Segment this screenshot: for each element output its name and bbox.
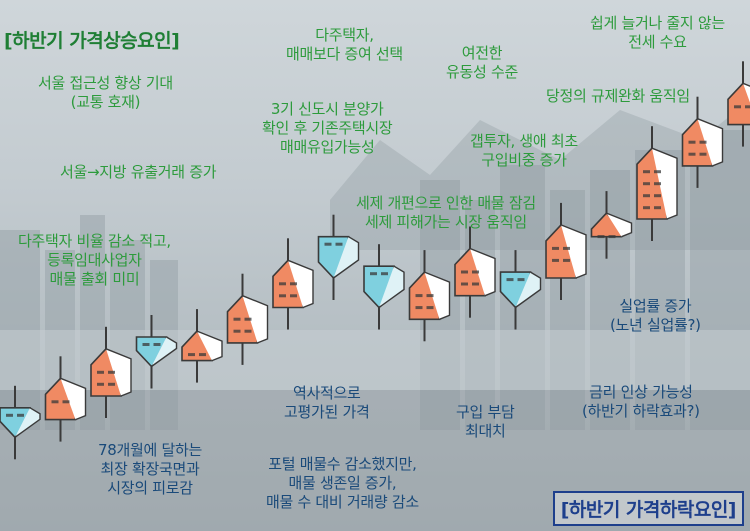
house-up-icon: [590, 191, 633, 259]
rise-factor-tax-lock: 세제 개편으로 인한 매물 잠김 세제 피해가는 시장 움직임: [356, 194, 536, 231]
house-down-icon: [0, 385, 41, 460]
rise-factor-new-town: 3기 신도시 분양가 확인 후 기존주택시장 매매유입가능성: [262, 100, 393, 156]
fall-factor-overvalued: 역사적으로 고평가된 가격: [284, 384, 370, 421]
rise-factor-multi-owner: 다주택자 비율 감소 적고, 등록임대사업자 매물 출회 미미: [18, 232, 171, 288]
house-up-icon: [408, 250, 451, 342]
house-up-icon: [681, 96, 724, 188]
house-down-icon: [317, 214, 360, 300]
house-down-icon: [499, 250, 542, 330]
rise-factor-jeonse: 쉽게 늘거나 줄지 않는 전세 수요: [590, 14, 725, 51]
rise-factor-deregulation: 당정의 규제완화 움직임: [546, 87, 690, 105]
house-down-icon: [363, 244, 405, 330]
rise-factor-transport: 서울 접근성 향상 기대 (교통 호재): [38, 74, 173, 111]
house-up-icon: [44, 356, 87, 442]
house-up-icon: [226, 273, 269, 365]
fall-factors-title: [하반기 가격하락요인]: [552, 491, 744, 526]
rise-factor-liquidity: 여전한 유동성 수준: [446, 44, 518, 81]
house-up-icon: [90, 326, 132, 418]
fall-factor-fatigue: 78개월에 달하는 최장 확장국면과 시장의 피로감: [98, 441, 202, 497]
rise-factor-seoul-outflow: 서울→지방 유출거래 증가: [60, 163, 217, 181]
fall-factor-burden: 구입 부담 최대치: [456, 403, 515, 440]
house-up-icon: [454, 226, 496, 318]
fall-factor-listings: 포털 매물수 감소했지만, 매물 생존일 증가, 매물 수 대비 거래량 감소: [266, 455, 419, 511]
house-up-icon: [181, 309, 223, 383]
house-up-icon: [545, 202, 587, 300]
rise-factors-title: [하반기 가격상승요인]: [4, 30, 180, 52]
fall-factor-interest: 금리 인상 가능성 (하반기 하락효과?): [582, 383, 700, 420]
fall-factor-unemployment: 실업률 증가 (노년 실업률?): [610, 297, 701, 334]
house-up-icon: [636, 126, 678, 241]
house-up-icon: [727, 61, 750, 147]
rise-factor-gift: 다주택자, 매매보다 증여 선택: [286, 26, 403, 63]
house-down-icon: [135, 315, 178, 389]
house-up-icon: [272, 238, 314, 330]
rise-factor-gap-investment: 갭투자, 생애 최초 구입비중 증가: [470, 132, 578, 169]
